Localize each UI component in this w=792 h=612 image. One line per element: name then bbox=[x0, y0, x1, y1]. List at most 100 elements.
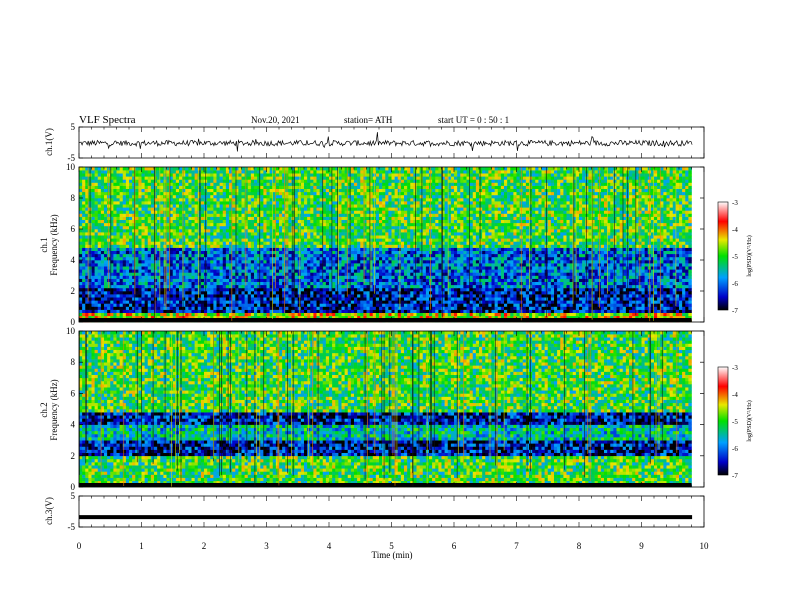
heatmap-cell bbox=[447, 303, 452, 307]
heatmap-cell bbox=[185, 306, 189, 310]
heatmap-cell bbox=[332, 303, 336, 307]
heatmap-cell bbox=[175, 256, 180, 261]
heatmap-cell bbox=[488, 244, 492, 248]
heatmap-cell bbox=[254, 272, 258, 276]
heatmap-cell bbox=[260, 294, 264, 298]
heatmap-cell bbox=[635, 256, 639, 261]
heatmap-cell bbox=[572, 278, 577, 282]
heatmap-cell bbox=[150, 260, 155, 264]
heatmap-cell bbox=[129, 306, 133, 310]
heatmap-cell bbox=[363, 303, 367, 307]
heatmap-cell bbox=[169, 284, 174, 289]
heatmap-cell bbox=[566, 266, 570, 270]
heatmap-cell bbox=[610, 300, 614, 304]
heatmap-cell bbox=[213, 256, 217, 261]
heatmap-cell bbox=[235, 284, 239, 289]
heatmap-cell bbox=[432, 275, 436, 279]
heatmap-cell bbox=[229, 284, 233, 289]
heatmap-cell bbox=[447, 306, 452, 310]
heatmap-cell bbox=[416, 244, 420, 248]
heatmap-cell bbox=[391, 256, 395, 261]
heatmap-cell bbox=[413, 294, 417, 298]
heatmap-cell bbox=[335, 272, 339, 276]
heatmap-cell bbox=[591, 260, 595, 264]
heatmap-cell bbox=[482, 266, 486, 270]
heatmap-cell bbox=[669, 306, 674, 310]
heatmap-cell bbox=[366, 291, 370, 295]
heatmap-cell bbox=[88, 315, 92, 320]
heatmap-cell bbox=[341, 287, 345, 292]
heatmap-cell bbox=[319, 269, 324, 273]
heatmap-cell bbox=[585, 306, 589, 310]
heatmap-cell bbox=[169, 300, 174, 304]
heatmap-cell bbox=[85, 269, 89, 273]
heatmap-cell bbox=[591, 263, 595, 267]
heatmap-cell bbox=[650, 315, 655, 320]
heatmap-cell bbox=[616, 244, 620, 248]
heatmap-cell bbox=[325, 275, 330, 279]
heatmap-cell bbox=[254, 303, 258, 307]
heatmap-cell bbox=[191, 253, 195, 258]
heatmap-cell bbox=[622, 266, 627, 270]
heatmap-cell bbox=[563, 291, 567, 295]
heatmap-cell bbox=[513, 253, 517, 258]
heatmap-cell bbox=[532, 260, 536, 264]
heatmap-cell bbox=[122, 306, 127, 310]
heatmap-cell bbox=[119, 247, 124, 251]
heatmap-cell bbox=[435, 300, 439, 304]
heatmap-cell bbox=[547, 281, 552, 286]
heatmap-cell bbox=[547, 294, 552, 298]
heatmap-cell bbox=[560, 244, 564, 248]
heatmap-cell bbox=[366, 312, 370, 317]
heatmap-cell bbox=[110, 306, 114, 310]
heatmap-cell bbox=[235, 300, 239, 304]
heatmap-cell bbox=[269, 263, 274, 267]
heatmap-cell bbox=[541, 300, 545, 304]
heatmap-cell bbox=[507, 244, 511, 248]
heatmap-cell bbox=[450, 303, 455, 307]
heatmap-cell bbox=[388, 253, 392, 258]
heatmap-cell bbox=[682, 287, 686, 292]
heatmap-cell bbox=[319, 275, 324, 279]
heatmap-cell bbox=[207, 309, 211, 313]
heatmap-cell bbox=[385, 263, 389, 267]
heatmap-cell bbox=[425, 309, 430, 313]
heatmap-cell bbox=[150, 272, 155, 276]
heatmap-cell bbox=[460, 244, 464, 248]
heatmap-cell bbox=[154, 269, 158, 273]
heatmap-cell bbox=[432, 278, 436, 282]
heatmap-cell bbox=[94, 297, 99, 301]
heatmap-cell bbox=[204, 303, 208, 307]
heatmap-cell bbox=[663, 253, 667, 258]
heatmap-cell bbox=[379, 260, 383, 264]
heatmap-cell bbox=[510, 272, 514, 276]
spectrogram-ch1-heatmap bbox=[79, 167, 692, 323]
heatmap-cell bbox=[516, 315, 520, 320]
heatmap-cell bbox=[494, 275, 499, 279]
heatmap-cell bbox=[350, 266, 355, 270]
heatmap-cell bbox=[125, 275, 130, 279]
heatmap-cell bbox=[147, 315, 152, 320]
heatmap-cell bbox=[497, 260, 502, 264]
heatmap-cell bbox=[575, 266, 580, 270]
heatmap-cell bbox=[147, 250, 152, 255]
heatmap-cell bbox=[244, 309, 249, 313]
heatmap-cell bbox=[616, 253, 620, 258]
heatmap-cell bbox=[216, 303, 220, 307]
heatmap-cell bbox=[469, 266, 474, 270]
heatmap-cell bbox=[379, 297, 383, 301]
heatmap-cell bbox=[169, 263, 174, 267]
heatmap-cell bbox=[132, 272, 136, 276]
heatmap-cell bbox=[535, 291, 539, 295]
heatmap-cell bbox=[347, 272, 352, 276]
heatmap-cell bbox=[588, 275, 592, 279]
heatmap-cell bbox=[263, 269, 267, 273]
heatmap-cell bbox=[679, 297, 683, 301]
heatmap-cell bbox=[157, 256, 161, 261]
heatmap-cell bbox=[175, 253, 180, 258]
heatmap-cell bbox=[410, 272, 414, 276]
heatmap-cell bbox=[435, 303, 439, 307]
heatmap-cell bbox=[132, 253, 136, 258]
heatmap-cell bbox=[225, 306, 230, 310]
heatmap-cell bbox=[85, 291, 89, 295]
